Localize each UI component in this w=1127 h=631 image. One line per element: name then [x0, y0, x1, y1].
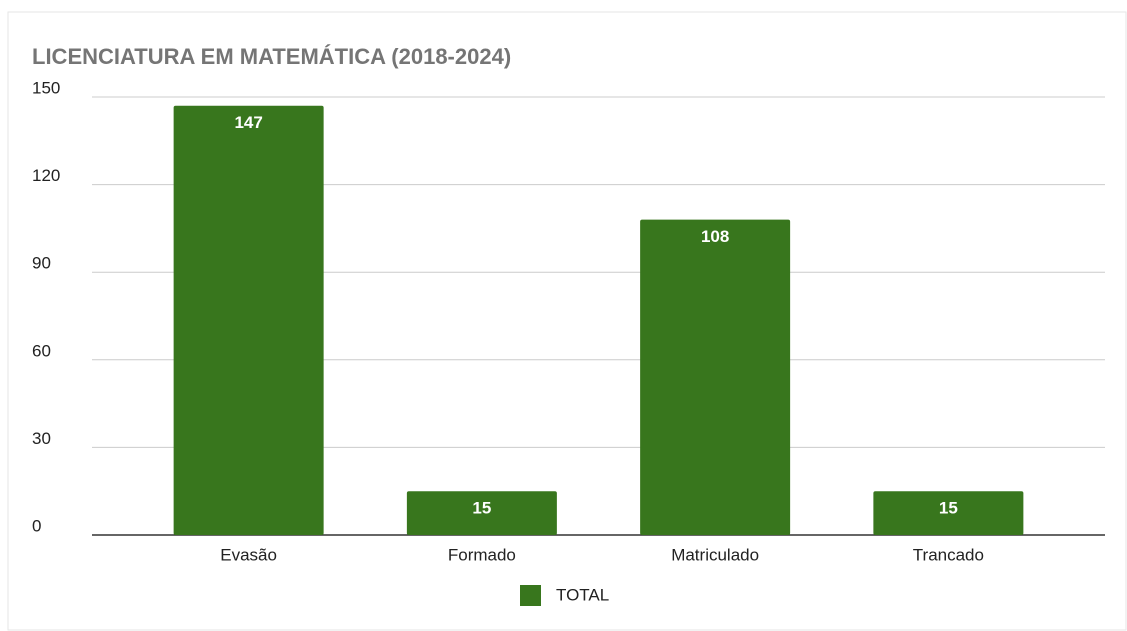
x-tick-label: Formado [448, 545, 516, 564]
y-tick-label: 60 [32, 341, 51, 360]
x-tick-label: Matriculado [671, 545, 759, 564]
x-tick-label: Evasão [220, 545, 277, 564]
y-tick-label: 120 [32, 166, 60, 185]
data-label: 108 [701, 227, 729, 246]
y-tick-label: 90 [32, 254, 51, 273]
data-label: 15 [472, 499, 491, 518]
legend-swatch [520, 585, 541, 606]
bar [873, 491, 1024, 535]
y-tick-label: 30 [32, 429, 51, 448]
data-label: 147 [234, 113, 262, 132]
bar [173, 105, 324, 535]
data-label: 15 [939, 499, 958, 518]
x-tick-label: Trancado [913, 545, 984, 564]
bar [640, 219, 791, 535]
legend-label: TOTAL [556, 585, 609, 604]
y-tick-label: 150 [32, 78, 60, 97]
chart-title: LICENCIATURA EM MATEMÁTICA (2018-2024) [32, 44, 511, 69]
y-tick-label: 0 [32, 516, 41, 535]
bar [406, 491, 557, 535]
